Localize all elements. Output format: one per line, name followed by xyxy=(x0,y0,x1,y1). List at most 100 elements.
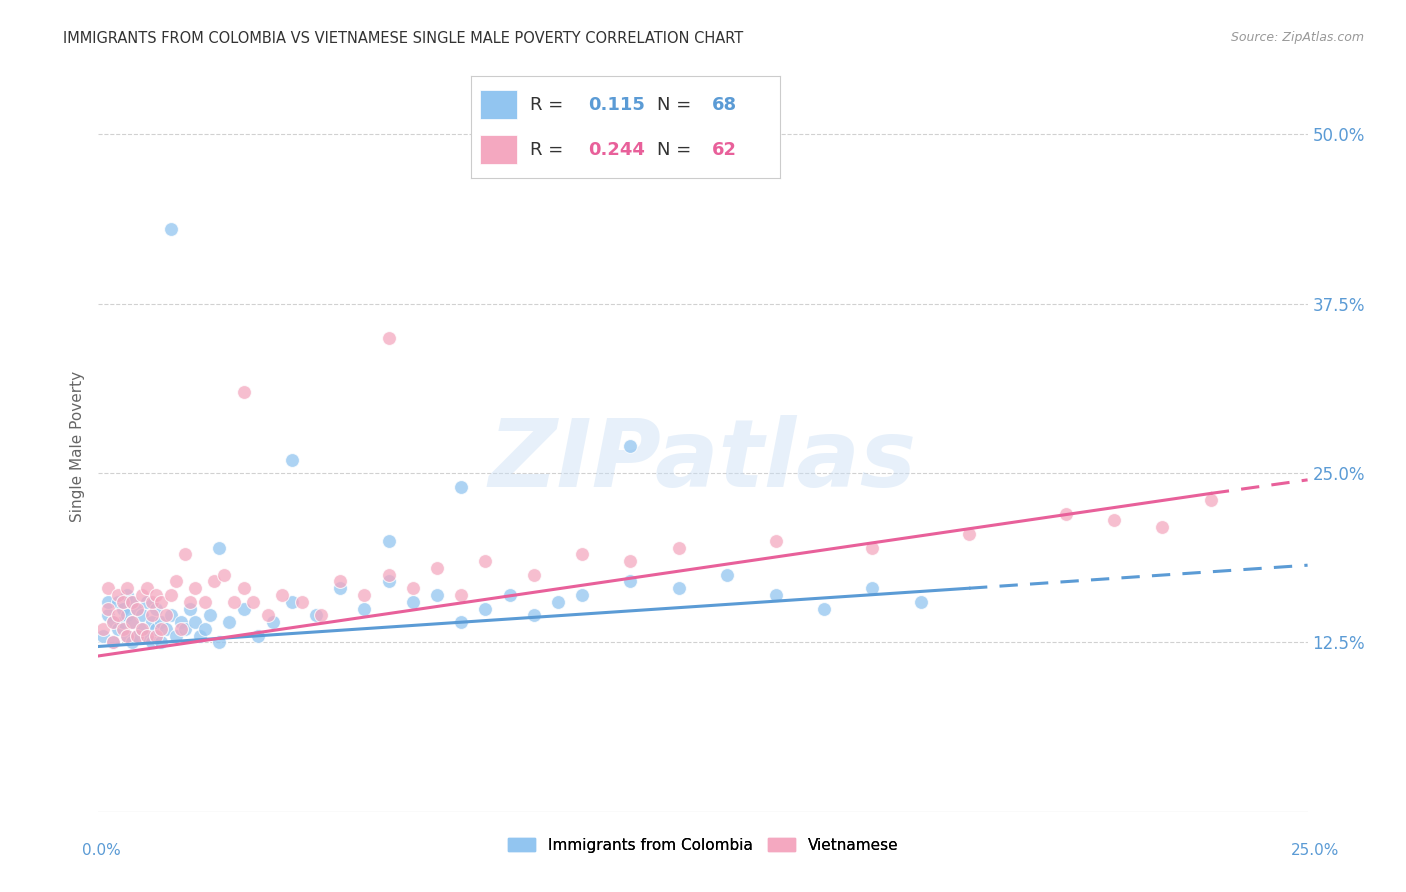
Point xyxy=(141,635,163,649)
Point xyxy=(571,547,593,561)
Point xyxy=(208,541,231,555)
Point xyxy=(91,622,114,636)
Point xyxy=(169,615,191,629)
Point xyxy=(179,601,201,615)
Point xyxy=(218,615,240,629)
Point xyxy=(127,601,149,615)
Point xyxy=(97,601,120,615)
Point xyxy=(619,574,641,589)
Point xyxy=(107,608,129,623)
Point xyxy=(150,635,173,649)
Point xyxy=(426,588,449,602)
Point xyxy=(208,635,231,649)
Point xyxy=(204,574,226,589)
Point xyxy=(271,588,294,602)
Point xyxy=(262,615,284,629)
Point xyxy=(131,608,153,623)
Point xyxy=(619,439,641,453)
Point xyxy=(117,588,139,602)
Point xyxy=(155,622,177,636)
Text: R =: R = xyxy=(530,141,562,159)
Point xyxy=(860,581,883,595)
Text: 68: 68 xyxy=(713,95,737,113)
Point xyxy=(121,615,143,629)
Text: R =: R = xyxy=(530,95,562,113)
Point xyxy=(150,622,173,636)
Point xyxy=(377,331,399,345)
Point xyxy=(121,595,143,609)
Point xyxy=(111,615,134,629)
Point xyxy=(256,608,278,623)
Point xyxy=(450,615,472,629)
Point xyxy=(910,595,932,609)
Point xyxy=(174,547,197,561)
Point xyxy=(135,595,157,609)
Point xyxy=(135,629,157,643)
Point xyxy=(426,561,449,575)
Point xyxy=(957,527,980,541)
Point xyxy=(117,581,139,595)
Point xyxy=(281,452,304,467)
Point xyxy=(160,222,183,236)
Point xyxy=(121,635,143,649)
Point xyxy=(716,567,738,582)
Point xyxy=(101,615,124,629)
Point xyxy=(1199,493,1222,508)
Point xyxy=(155,608,177,623)
Point xyxy=(127,601,149,615)
Point xyxy=(198,608,221,623)
Point xyxy=(450,480,472,494)
Point xyxy=(97,608,120,623)
Point xyxy=(117,629,139,643)
Point xyxy=(107,588,129,602)
Text: 0.244: 0.244 xyxy=(589,141,645,159)
Point xyxy=(232,384,254,399)
Point xyxy=(523,567,546,582)
Y-axis label: Single Male Poverty: Single Male Poverty xyxy=(70,370,86,522)
Text: ZIPatlas: ZIPatlas xyxy=(489,415,917,507)
Point xyxy=(474,554,496,568)
Point xyxy=(222,595,245,609)
Text: IMMIGRANTS FROM COLOMBIA VS VIETNAMESE SINGLE MALE POVERTY CORRELATION CHART: IMMIGRANTS FROM COLOMBIA VS VIETNAMESE S… xyxy=(63,31,744,46)
Point xyxy=(121,595,143,609)
Point xyxy=(160,588,183,602)
Point xyxy=(232,581,254,595)
Point xyxy=(150,595,173,609)
Point xyxy=(111,595,134,609)
Point xyxy=(97,595,120,609)
Point xyxy=(571,588,593,602)
Point xyxy=(860,541,883,555)
Point xyxy=(117,608,139,623)
Point xyxy=(111,622,134,636)
Point xyxy=(121,615,143,629)
Point xyxy=(242,595,264,609)
Text: N =: N = xyxy=(657,141,690,159)
Point xyxy=(111,601,134,615)
Text: 25.0%: 25.0% xyxy=(1291,843,1339,857)
Point xyxy=(668,541,690,555)
Point xyxy=(474,601,496,615)
Point xyxy=(1054,507,1077,521)
Bar xyxy=(481,90,517,119)
Point xyxy=(619,554,641,568)
Point xyxy=(377,567,399,582)
Point xyxy=(101,635,124,649)
Point xyxy=(135,629,157,643)
Point xyxy=(141,595,163,609)
Point xyxy=(150,615,173,629)
Point xyxy=(290,595,312,609)
Point xyxy=(668,581,690,595)
Point xyxy=(353,601,375,615)
Point xyxy=(194,622,217,636)
Text: 0.115: 0.115 xyxy=(589,95,645,113)
Point xyxy=(101,635,124,649)
Point xyxy=(169,622,191,636)
Point xyxy=(131,622,153,636)
Point xyxy=(135,581,157,595)
Point xyxy=(145,622,167,636)
Point xyxy=(131,622,153,636)
Legend: Immigrants from Colombia, Vietnamese: Immigrants from Colombia, Vietnamese xyxy=(502,831,904,859)
Point xyxy=(523,608,546,623)
Point xyxy=(174,622,197,636)
Text: 62: 62 xyxy=(713,141,737,159)
